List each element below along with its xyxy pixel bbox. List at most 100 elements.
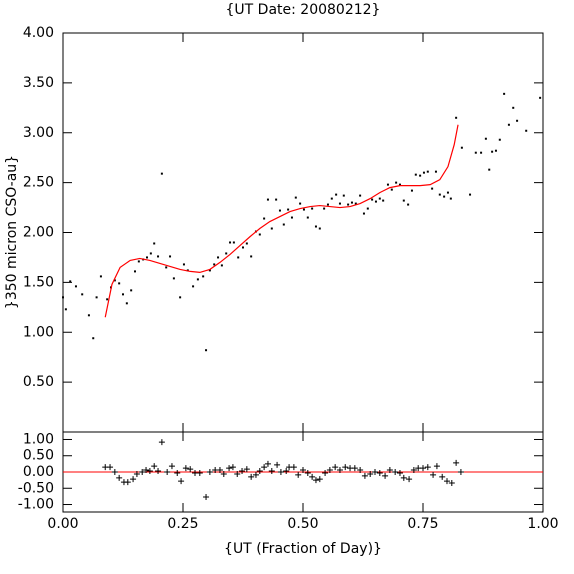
residual-point <box>187 466 194 473</box>
data-point <box>113 279 116 282</box>
y-tick-label: 0.50 <box>23 374 54 390</box>
residual-point <box>448 480 455 487</box>
residual-point <box>433 463 440 470</box>
residual-point <box>312 477 319 484</box>
residual-point <box>252 471 259 478</box>
data-point <box>410 189 413 192</box>
x-axis-label: {UT (Fraction of Day)} <box>224 541 382 557</box>
residual-point <box>151 463 158 470</box>
data-point <box>220 264 223 267</box>
data-point <box>395 181 398 184</box>
y-tick-label: 3.50 <box>23 75 54 91</box>
data-point <box>232 241 235 244</box>
data-point <box>118 282 121 285</box>
residual-point <box>396 469 403 476</box>
data-point <box>480 151 483 154</box>
data-point <box>443 195 446 198</box>
data-point <box>386 183 389 186</box>
data-point <box>350 201 353 204</box>
data-point <box>330 197 333 200</box>
x-tick-label: 1.00 <box>527 516 558 532</box>
data-point <box>434 170 437 173</box>
data-point <box>469 193 472 196</box>
residual-point <box>143 467 150 474</box>
data-point <box>414 173 417 176</box>
residual-point <box>424 464 431 471</box>
residual-point <box>111 469 118 475</box>
x-tick-label: 0.50 <box>287 516 318 532</box>
residual-point <box>361 472 368 479</box>
data-point <box>165 266 168 269</box>
data-point <box>446 191 449 194</box>
data-point <box>208 269 211 272</box>
residual-point <box>372 469 378 475</box>
data-point <box>539 96 542 99</box>
residual-point <box>155 468 162 475</box>
y-tick-label: 1.00 <box>23 431 54 447</box>
data-point <box>245 242 248 245</box>
residual-point <box>386 467 393 474</box>
data-point <box>491 150 494 153</box>
data-point <box>62 296 64 299</box>
residual-point <box>351 465 358 472</box>
data-point <box>494 149 497 152</box>
residual-point <box>234 470 241 477</box>
data-point <box>354 202 357 205</box>
residual-point <box>139 469 146 475</box>
y-tick-label: 0.50 <box>23 448 54 464</box>
residual-point <box>248 473 255 480</box>
data-point <box>92 337 95 340</box>
data-point <box>157 255 160 258</box>
data-point <box>455 116 458 119</box>
residual-point <box>107 464 114 471</box>
data-point <box>182 263 185 266</box>
data-point <box>202 275 205 278</box>
residual-point <box>290 464 297 471</box>
data-point <box>323 207 326 210</box>
residual-point <box>146 468 153 475</box>
residual-point <box>229 464 236 471</box>
data-point <box>122 293 124 296</box>
data-point <box>258 233 261 236</box>
data-point <box>378 197 381 200</box>
y-tick-label: 1.00 <box>23 324 54 340</box>
y-tick-label: -1.00 <box>18 497 54 513</box>
residual-point <box>178 478 185 485</box>
data-point <box>87 314 90 317</box>
data-point <box>318 227 321 230</box>
residual-point <box>322 469 329 476</box>
residual-point <box>326 467 333 474</box>
y-tick-label: 2.50 <box>23 175 54 191</box>
residual-point <box>367 470 374 477</box>
data-point <box>422 171 425 174</box>
data-point <box>306 216 309 219</box>
data-point <box>192 285 195 288</box>
data-point <box>172 277 175 280</box>
residual-point <box>430 471 437 478</box>
x-tick-label: 0.75 <box>407 516 438 532</box>
data-point <box>419 174 422 177</box>
data-point <box>125 302 128 305</box>
data-point <box>250 255 253 258</box>
data-point <box>266 198 269 201</box>
data-point <box>516 119 519 122</box>
residual-point <box>124 479 131 486</box>
data-point <box>229 241 232 244</box>
plot-frame <box>62 32 544 433</box>
residual-point <box>309 473 316 480</box>
data-point <box>217 256 220 259</box>
data-point <box>512 106 515 109</box>
data-point <box>426 170 429 173</box>
data-point <box>278 209 281 212</box>
residual-point <box>203 494 210 501</box>
residual-point <box>168 463 175 470</box>
data-point <box>484 137 487 140</box>
residual-point <box>182 465 189 472</box>
residual-point <box>295 471 302 478</box>
data-point <box>270 227 273 230</box>
data-point <box>449 197 452 200</box>
data-point <box>507 123 510 126</box>
data-point <box>302 208 305 211</box>
data-point <box>294 196 297 199</box>
